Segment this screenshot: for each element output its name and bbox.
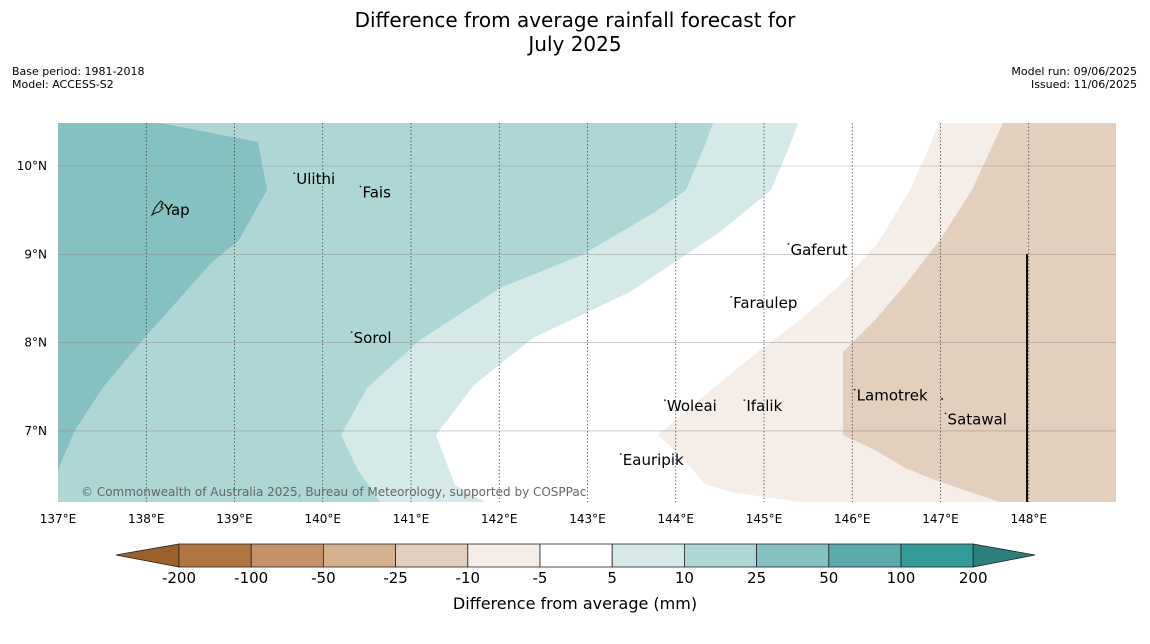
colorbar-blocks <box>115 543 1036 568</box>
colorbar-swatch <box>250 543 324 568</box>
island-marker <box>743 399 746 402</box>
island-marker <box>664 399 666 402</box>
issued-date: Issued: 11/06/2025 <box>1030 78 1137 91</box>
colorbar-label: Difference from average (mm) <box>452 594 698 613</box>
colorbar-tick-label: 50 <box>819 569 838 587</box>
colorbar-tick-label: -50 <box>311 569 336 587</box>
island-marker <box>730 295 733 298</box>
place-label-lamotrek: Lamotrek <box>857 387 928 405</box>
longitude-tick-label: 146°E <box>834 512 871 526</box>
longitude-tick-label: 147°E <box>922 512 959 526</box>
title-line-1: Difference from average rainfall forecas… <box>354 8 796 32</box>
place-label-sorol: Sorol <box>354 329 392 347</box>
longitude-tick-label: 137°E <box>40 512 77 526</box>
longitude-tick-label: 148°E <box>1011 512 1048 526</box>
island-marker <box>853 388 856 391</box>
place-labels: Yap Ulithi Fais Gaferut Faraulep Sorol Lamotre… <box>161 170 1007 469</box>
latitude-tick-label: 7°N <box>24 424 47 438</box>
latitude-tick-label: 10°N <box>17 159 47 173</box>
place-label-yap: Yap <box>163 201 190 219</box>
colorbar-tick-label: -25 <box>383 569 408 587</box>
latitude-tick-label: 9°N <box>24 247 47 261</box>
base-period: Base period: 1981-2018 <box>12 65 145 78</box>
colorbar-swatch <box>539 543 613 568</box>
place-label-satawal: Satawal <box>948 410 1007 428</box>
place-label-eauripik: Eauripik <box>623 451 684 469</box>
colorbar-swatch <box>322 543 396 568</box>
colorbar-swatch <box>395 543 469 568</box>
island-marker <box>787 242 790 245</box>
place-label-ifalik: Ifalik <box>746 397 782 415</box>
colorbar-tick-label: 200 <box>959 569 988 587</box>
meta-left: Base period: 1981-2018 Model: ACCESS-S2 <box>12 65 144 91</box>
region-minus10-25 <box>843 123 1116 502</box>
place-label-gaferut: Gaferut <box>790 241 847 259</box>
longitude-tick-label: 143°E <box>569 512 606 526</box>
colorbar-swatch <box>178 543 252 568</box>
colorbar-swatch <box>467 543 541 568</box>
gridlines <box>58 123 1116 502</box>
island-marker <box>619 453 622 455</box>
longitude-tick-label: 139°E <box>216 512 253 526</box>
island-marker <box>161 203 163 206</box>
colorbar-tick-label: 10 <box>675 569 694 587</box>
colorbar-tick-label: -200 <box>162 569 196 587</box>
title-line-2: July 2025 <box>528 32 622 56</box>
longitude-tick-label: 140°E <box>305 512 342 526</box>
colorbar-tick-label: -10 <box>456 569 481 587</box>
colorbar-swatch <box>684 543 758 568</box>
longitude-tick-label: 138°E <box>128 512 165 526</box>
model-name: Model: ACCESS-S2 <box>12 78 114 91</box>
place-label-faraulep: Faraulep <box>733 294 797 312</box>
colorbar-swatch <box>828 543 902 568</box>
meta-right: Model run: 09/06/2025 Issued: 11/06/2025 <box>1011 65 1137 91</box>
longitude-tick-label: 145°E <box>746 512 783 526</box>
longitude-tick-label: 144°E <box>658 512 695 526</box>
place-label-fais: Fais <box>362 183 391 201</box>
island-marker <box>350 331 353 334</box>
longitude-tick-label: 141°E <box>393 512 430 526</box>
longitude-labels: 137°E 138°E 139°E 140°E 141°E 142°E 143°E 144°E… <box>40 512 1047 526</box>
colorbar-ticks: -200 -100 -50 -25 -10 -5 5 10 25 50 100 200 <box>162 569 988 587</box>
island-marker <box>944 412 947 415</box>
island-marker <box>293 172 296 175</box>
copyright-text: © Commonwealth of Australia 2025, Bureau… <box>81 485 586 499</box>
colorbar-swatch <box>611 543 685 568</box>
longitude-tick-label: 142°E <box>481 512 518 526</box>
model-run: Model run: 09/06/2025 <box>1011 65 1137 78</box>
place-label-ulithi: Ulithi <box>296 170 335 188</box>
colorbar-tick-label: 100 <box>887 569 916 587</box>
island-marker <box>359 185 362 188</box>
colorbar-tick-label: 25 <box>747 569 766 587</box>
latitude-labels: 10°N 9°N 8°N 7°N <box>17 159 47 438</box>
chart-title: Difference from average rainfall forecas… <box>0 8 1150 56</box>
place-label-woleai: Woleai <box>667 397 717 415</box>
colorbar-tick-label: -100 <box>234 569 268 587</box>
island-dot <box>941 398 943 400</box>
colorbar-extend-high <box>972 543 1036 568</box>
colorbar-tick-label: -5 <box>533 569 548 587</box>
colorbar-tick-label: 5 <box>607 569 617 587</box>
region-25-50 <box>58 123 267 470</box>
latitude-tick-label: 8°N <box>24 336 47 350</box>
colorbar-swatch <box>900 543 974 568</box>
colorbar-extend-low <box>115 543 180 568</box>
colorbar-swatch <box>756 543 830 568</box>
